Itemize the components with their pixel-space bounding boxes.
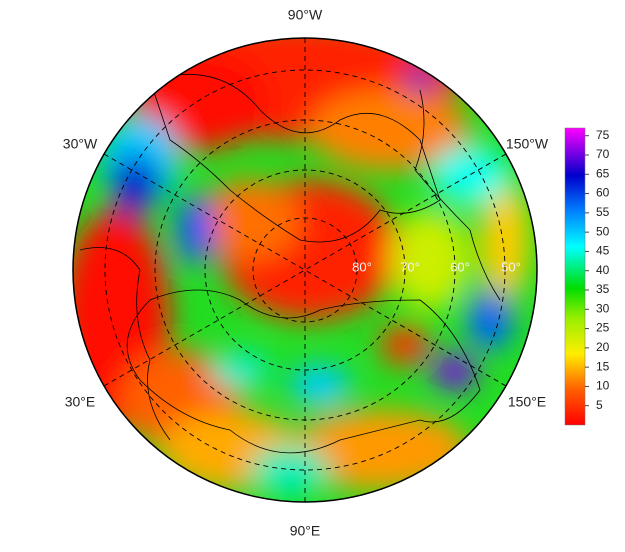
lon-label: 30°E bbox=[65, 394, 96, 410]
lon-label: 150°W bbox=[506, 136, 549, 152]
colorbar-tick-label: 25 bbox=[596, 321, 610, 335]
graticule bbox=[103, 38, 507, 502]
lon-label: 90°W bbox=[288, 7, 323, 23]
colorbar-tick-label: 65 bbox=[596, 166, 610, 180]
lat-label: 80° bbox=[352, 259, 372, 274]
colorbar-tick-label: 15 bbox=[596, 359, 610, 373]
colorbar bbox=[564, 127, 586, 426]
lon-label: 90°E bbox=[290, 523, 321, 539]
map-border bbox=[72, 37, 538, 503]
lat-label: 70° bbox=[400, 259, 420, 274]
lon-label: 30°W bbox=[63, 136, 98, 152]
colorbar-tick-label: 20 bbox=[596, 340, 610, 354]
colorbar-tick-label: 75 bbox=[596, 128, 610, 142]
data-field bbox=[73, 38, 537, 502]
colorbar-tick-label: 35 bbox=[596, 282, 610, 296]
lon-label: 150°E bbox=[508, 394, 546, 410]
colorbar-tick-label: 55 bbox=[596, 205, 610, 219]
lat-label: 50° bbox=[501, 259, 521, 274]
colorbar-tick-label: 5 bbox=[596, 398, 603, 412]
colorbar-tick-label: 60 bbox=[596, 186, 610, 200]
colorbar-tick-label: 40 bbox=[596, 263, 610, 277]
colorbar-tick-label: 50 bbox=[596, 224, 610, 238]
colorbar-tick-label: 10 bbox=[596, 379, 610, 393]
colorbar-tick-label: 70 bbox=[596, 147, 610, 161]
lat-label: 60° bbox=[450, 259, 470, 274]
colorbar-tick-label: 30 bbox=[596, 301, 610, 315]
colorbar-tick-label: 45 bbox=[596, 244, 610, 258]
